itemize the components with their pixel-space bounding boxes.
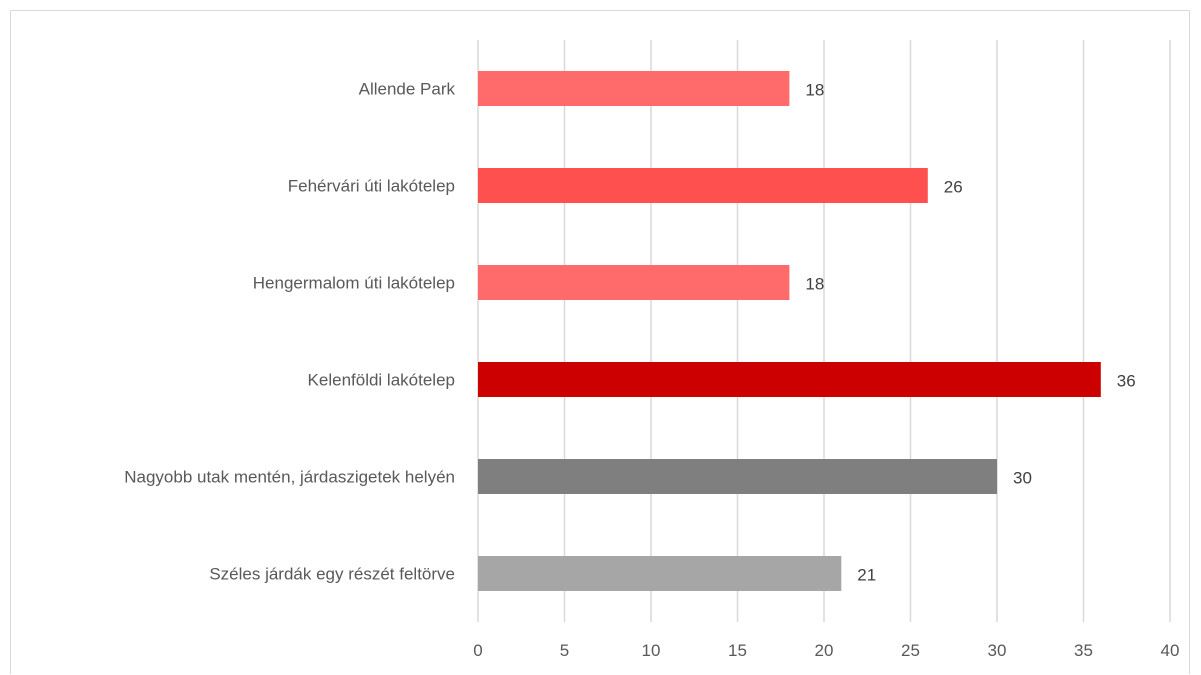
category-labels: Allende Park Fehérvári úti lakótelep Henge… — [124, 80, 455, 584]
data-label: 21 — [857, 566, 876, 585]
x-tick-label: 5 — [560, 641, 569, 660]
category-label: Hengermalom úti lakótelep — [253, 274, 455, 293]
data-label: 18 — [805, 275, 824, 294]
x-tick-label: 25 — [901, 641, 920, 660]
x-tick-label: 10 — [642, 641, 661, 660]
category-label: Fehérvári úti lakótelep — [288, 177, 455, 196]
category-label: Széles járdák egy részét feltörve — [209, 565, 455, 584]
x-axis-ticks: 0 5 10 15 20 25 30 35 40 — [473, 641, 1179, 660]
grid-layer — [477, 40, 1171, 622]
category-label: Allende Park — [359, 80, 456, 99]
x-tick-label: 35 — [1074, 641, 1093, 660]
data-label: 36 — [1117, 372, 1136, 391]
data-label: 30 — [1013, 469, 1032, 488]
bar — [478, 71, 790, 106]
bar — [478, 459, 997, 494]
bar — [478, 556, 842, 591]
bars — [478, 71, 1101, 591]
data-label: 26 — [944, 178, 963, 197]
x-tick-label: 0 — [473, 641, 482, 660]
data-labels: 18 26 18 36 30 21 — [805, 81, 1135, 585]
bar — [478, 362, 1101, 397]
category-label: Nagyobb utak mentén, járdaszigetek helyé… — [124, 468, 455, 487]
bar — [478, 168, 928, 203]
x-tick-label: 15 — [728, 641, 747, 660]
x-tick-label: 20 — [815, 641, 834, 660]
bar — [478, 265, 790, 300]
data-label: 18 — [805, 81, 824, 100]
x-tick-label: 30 — [988, 641, 1007, 660]
x-tick-label: 40 — [1161, 641, 1180, 660]
category-label: Kelenföldi lakótelep — [308, 371, 455, 390]
